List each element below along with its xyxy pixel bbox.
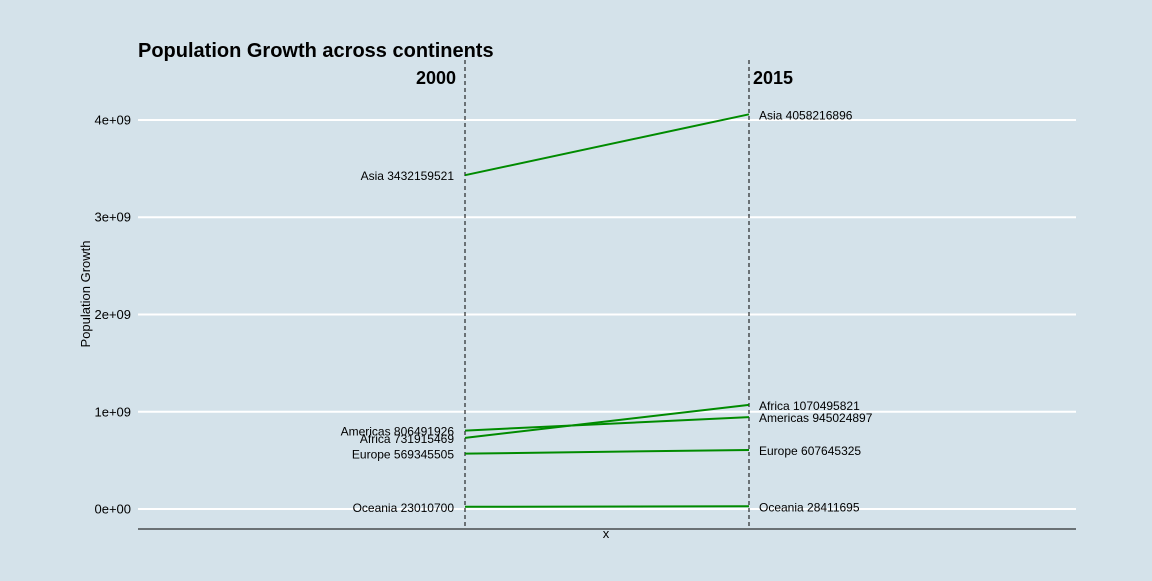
point-label-americas-2015: Americas 945024897: [759, 411, 873, 425]
point-label-africa-2000: Africa 731915469: [360, 432, 454, 446]
series-line-americas: [464, 416, 750, 432]
point-label-europe-2000: Europe 569345505: [352, 448, 454, 462]
series-line-oceania: [464, 505, 750, 508]
y-tick-label-0: 0e+00: [94, 502, 131, 517]
series-line-europe: [464, 448, 750, 455]
x-axis-title: x: [603, 526, 610, 541]
column-header-2015: 2015: [753, 68, 793, 88]
point-label-americas-2000: Americas 806491926: [341, 425, 455, 439]
point-label-asia-2000: Asia 3432159521: [361, 169, 455, 183]
chart-title: Population Growth across continents: [138, 40, 494, 62]
point-label-africa-2015: Africa 1070495821: [759, 399, 860, 413]
y-tick-label-4: 4e+09: [94, 112, 131, 127]
y-tick-label-1: 1e+09: [94, 404, 131, 419]
series-line-africa: [464, 403, 750, 439]
series-line-asia: [464, 113, 750, 177]
point-label-oceania-2015: Oceania 28411695: [759, 500, 860, 514]
point-label-oceania-2000: Oceania 23010700: [353, 501, 455, 515]
point-label-europe-2015: Europe 607645325: [759, 444, 861, 458]
y-tick-label-3: 3e+09: [94, 210, 131, 225]
y-axis-title: Population Growth: [78, 241, 93, 348]
column-header-2000: 2000: [416, 68, 456, 88]
point-label-asia-2015: Asia 4058216896: [759, 108, 853, 122]
y-tick-label-2: 2e+09: [94, 307, 131, 322]
